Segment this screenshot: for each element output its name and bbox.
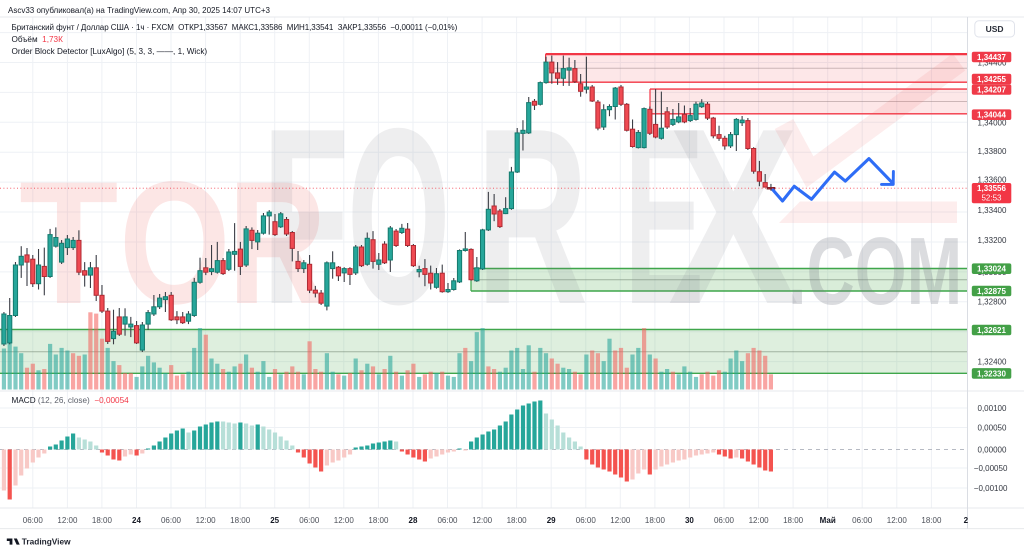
svg-text:R: R xyxy=(476,77,588,357)
svg-text:−0,00100: −0,00100 xyxy=(974,484,1008,493)
svg-text:Британский фунт / Доллар США ·: Британский фунт / Доллар США · 1ч · FXCM… xyxy=(12,23,458,32)
svg-text:06:00: 06:00 xyxy=(299,516,320,525)
svg-text:1,32800: 1,32800 xyxy=(978,297,1007,306)
svg-text:O: O xyxy=(119,144,231,340)
svg-text:12:00: 12:00 xyxy=(334,516,355,525)
svg-text:18:00: 18:00 xyxy=(921,516,942,525)
svg-text:12:00: 12:00 xyxy=(472,516,493,525)
svg-text:12:00: 12:00 xyxy=(610,516,631,525)
svg-text:06:00: 06:00 xyxy=(714,516,735,525)
svg-text:06:00: 06:00 xyxy=(852,516,873,525)
svg-text:−0,00050: −0,00050 xyxy=(974,464,1008,473)
svg-text:1,34255: 1,34255 xyxy=(977,75,1006,84)
svg-text:06:00: 06:00 xyxy=(23,516,44,525)
svg-text:12:00: 12:00 xyxy=(749,516,770,525)
svg-text:.COM: .COM xyxy=(788,217,962,325)
svg-text:52:53: 52:53 xyxy=(981,193,1002,202)
svg-text:1,32400: 1,32400 xyxy=(978,358,1007,367)
svg-text:1,32621: 1,32621 xyxy=(977,326,1006,335)
svg-text:18:00: 18:00 xyxy=(783,516,804,525)
svg-text:24: 24 xyxy=(132,516,141,525)
svg-text:25: 25 xyxy=(270,516,279,525)
svg-text:18:00: 18:00 xyxy=(368,516,389,525)
svg-text:F: F xyxy=(262,77,349,357)
svg-text:TradingView: TradingView xyxy=(22,536,71,546)
svg-text:1,34400: 1,34400 xyxy=(978,58,1007,67)
svg-text:1,33400: 1,33400 xyxy=(978,206,1007,215)
svg-text:1,32330: 1,32330 xyxy=(977,369,1006,378)
svg-text:1,33556: 1,33556 xyxy=(977,184,1006,193)
svg-text:USD: USD xyxy=(986,24,1004,34)
svg-text:MACD (12, 26, close) −0,00054: MACD (12, 26, close) −0,00054 xyxy=(12,396,130,405)
svg-text:2: 2 xyxy=(964,516,969,525)
svg-text:1,33024: 1,33024 xyxy=(977,265,1006,274)
svg-text:12:00: 12:00 xyxy=(887,516,908,525)
svg-text:O: O xyxy=(347,76,450,357)
svg-text:1,32875: 1,32875 xyxy=(977,287,1006,296)
svg-text:28: 28 xyxy=(409,516,418,525)
svg-text:1,33200: 1,33200 xyxy=(978,236,1007,245)
svg-text:1,34044: 1,34044 xyxy=(977,111,1006,120)
svg-text:18:00: 18:00 xyxy=(645,516,666,525)
svg-text:1,33600: 1,33600 xyxy=(978,175,1007,184)
svg-text:18:00: 18:00 xyxy=(92,516,113,525)
svg-text:Order Block Detector [LuxAlgo]: Order Block Detector [LuxAlgo] (5, 3, 3,… xyxy=(12,47,208,56)
svg-text:X: X xyxy=(668,76,799,357)
svg-text:06:00: 06:00 xyxy=(437,516,458,525)
svg-text:1,34207: 1,34207 xyxy=(977,85,1006,94)
svg-text:Май: Май xyxy=(820,516,836,525)
svg-text:18:00: 18:00 xyxy=(230,516,251,525)
svg-text:29: 29 xyxy=(547,516,556,525)
svg-text:0,00050: 0,00050 xyxy=(978,423,1007,432)
svg-text:1,33800: 1,33800 xyxy=(978,147,1007,156)
svg-text:1,34437: 1,34437 xyxy=(977,53,1006,62)
svg-text:18:00: 18:00 xyxy=(507,516,528,525)
svg-text:12:00: 12:00 xyxy=(57,516,78,525)
svg-text:0,00000: 0,00000 xyxy=(978,445,1007,454)
svg-text:E: E xyxy=(624,76,704,356)
svg-text:12:00: 12:00 xyxy=(196,516,217,525)
svg-text:1,34000: 1,34000 xyxy=(978,119,1007,128)
svg-text:Объём 1,73К: Объём 1,73К xyxy=(12,35,64,44)
svg-text:06:00: 06:00 xyxy=(161,516,182,525)
svg-text:06:00: 06:00 xyxy=(576,516,597,525)
svg-text:30: 30 xyxy=(685,516,694,525)
svg-text:Ascv33 опубликовал(а) на Tradi: Ascv33 опубликовал(а) на TradingView.com… xyxy=(8,6,271,15)
svg-text:0,00100: 0,00100 xyxy=(978,404,1007,413)
